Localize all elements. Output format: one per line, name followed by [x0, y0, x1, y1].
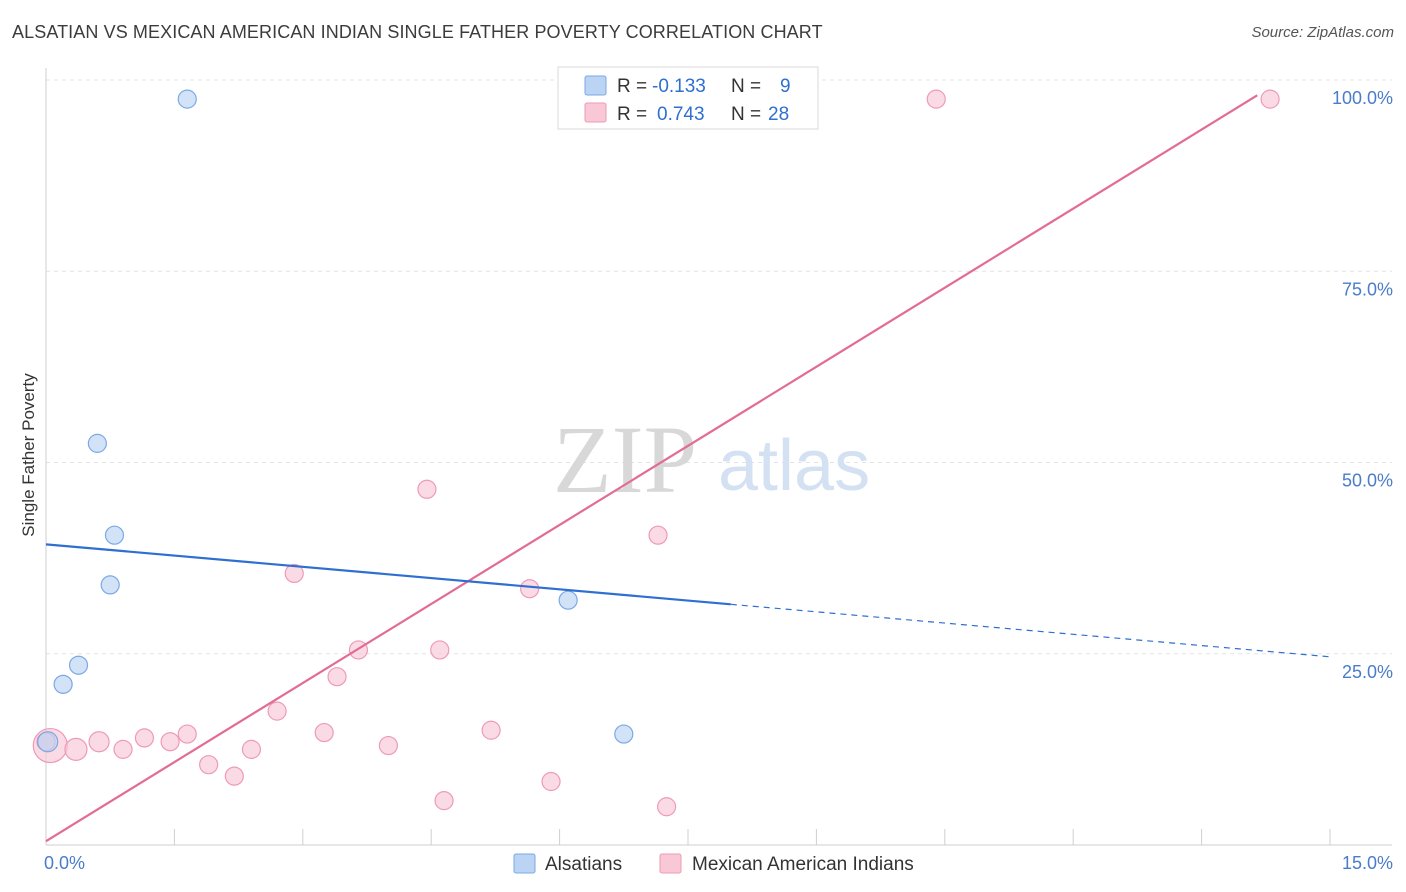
alsatian-point [558, 590, 578, 610]
legend-swatch-mexican-american-indians [659, 853, 682, 874]
stats-r-value-alsatians: -0.133 [652, 76, 706, 97]
alsatian-point [177, 89, 197, 109]
mexican-american-indian-point [926, 89, 946, 109]
mexican-american-indian-point [267, 701, 287, 721]
stats-swatch-alsatians [584, 75, 607, 96]
stats-r-value-mexican-american-indians: 0.743 [657, 104, 705, 125]
stats-r-label-mexican-american-indians: R = [617, 104, 647, 125]
mexican-american-indian-point [541, 771, 561, 792]
mexican-american-indian-point [314, 722, 334, 743]
y-tick-label: 100.0% [1332, 88, 1393, 108]
y-tick-label: 50.0% [1342, 471, 1393, 491]
alsatian-point [68, 655, 89, 675]
x-tick-label: 15.0% [1342, 853, 1393, 873]
mexican-american-indian-point [160, 732, 180, 752]
watermark-zip: ZIP [553, 406, 697, 513]
y-tick-label: 75.0% [1342, 279, 1393, 299]
mexican-american-indian-point [520, 579, 540, 599]
grid-lines [46, 79, 1392, 655]
stats-n-value-mexican-american-indians: 28 [768, 104, 789, 125]
series-legend: Alsatians Mexican American Indians [513, 853, 914, 875]
y-tick-label: 25.0% [1342, 662, 1393, 682]
alsatian-point [53, 674, 73, 694]
alsatian-point [100, 575, 120, 595]
axes [45, 68, 1392, 846]
alsatian-point [104, 525, 125, 545]
trend-line-alsatians-extrapolated [730, 603, 1331, 658]
x-tick-label: 0.0% [44, 853, 85, 873]
y-tick-labels: 25.0% 50.0% 75.0% 100.0% [1332, 88, 1393, 682]
stats-swatch-mexican-american-indians [584, 102, 607, 123]
mexican-american-indian-point [88, 731, 110, 753]
stats-n-value-alsatians: 9 [780, 76, 791, 97]
mexican-american-indian-point [656, 797, 677, 817]
mexican-american-indian-point [224, 766, 244, 786]
legend-label-alsatians: Alsatians [545, 854, 622, 875]
y-axis-label: Single Father Poverty [19, 373, 38, 537]
legend-swatch-alsatians [513, 853, 536, 874]
mexican-american-indian-point [430, 640, 450, 660]
mexican-american-indian-point [284, 563, 304, 584]
mexican-american-indian-point [199, 755, 219, 775]
mexican-american-indian-point [1260, 89, 1280, 109]
data-points [32, 89, 1280, 817]
alsatian-point [614, 724, 634, 744]
alsatian-point [87, 433, 107, 453]
watermark-atlas: atlas [718, 426, 870, 506]
stats-legend: R = -0.133 N = 9 R = 0.743 N = 28 [557, 66, 819, 130]
mexican-american-indian-point [177, 724, 197, 744]
mexican-american-indian-point [241, 739, 262, 759]
trend-line-mexican-american-indians [45, 94, 1258, 843]
mexican-american-indian-point [648, 525, 668, 545]
legend-label-mexican-american-indians: Mexican American Indians [692, 854, 914, 875]
source-label: Source: ZipAtlas.com [1251, 24, 1394, 41]
alsatian-point [37, 731, 59, 753]
mexican-american-indian-point [434, 791, 454, 811]
mexican-american-indian-point [481, 720, 501, 740]
stats-r-label-alsatians: R = [617, 76, 647, 97]
trend-lines [45, 94, 1331, 843]
watermark: ZIP atlas [553, 406, 870, 513]
mexican-american-indian-point [417, 479, 437, 499]
chart-title: ALSATIAN VS MEXICAN AMERICAN INDIAN SING… [12, 22, 823, 42]
stats-n-label-mexican-american-indians: N = [731, 104, 761, 125]
x-tick-labels: 0.0% 15.0% [44, 853, 1393, 873]
mexican-american-indian-point [378, 735, 398, 756]
mexican-american-indian-point [113, 739, 133, 759]
mexican-american-indian-point [327, 667, 347, 687]
stats-n-label-alsatians: N = [731, 76, 761, 97]
mexican-american-indian-point [64, 737, 88, 761]
trend-line-alsatians [45, 543, 731, 606]
mexican-american-indian-point [134, 728, 155, 748]
